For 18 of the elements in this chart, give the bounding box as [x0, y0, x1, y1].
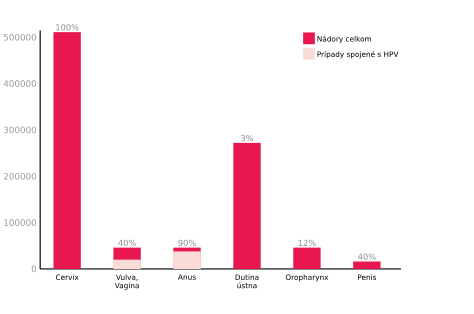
bar: [113, 260, 141, 269]
annotation: 3%: [241, 135, 254, 142]
annotation: 100%: [56, 24, 79, 31]
bar: [53, 32, 81, 269]
bar: [353, 262, 381, 269]
y-tick-label: 0: [32, 266, 36, 272]
y-tick-label: 200000: [4, 172, 36, 180]
y-tick-label: 500000: [4, 34, 36, 41]
bar: [293, 248, 321, 269]
y-tick-label: 400000: [4, 80, 36, 87]
y-tick-label: 300000: [4, 126, 36, 134]
annotation: 40%: [358, 254, 376, 260]
bar: [233, 142, 261, 269]
annotation: 90%: [178, 240, 196, 246]
y-tick-label: 100000: [4, 219, 36, 226]
annotation: 40%: [118, 240, 136, 246]
bar: [173, 251, 201, 269]
annotation: 12%: [298, 240, 316, 246]
